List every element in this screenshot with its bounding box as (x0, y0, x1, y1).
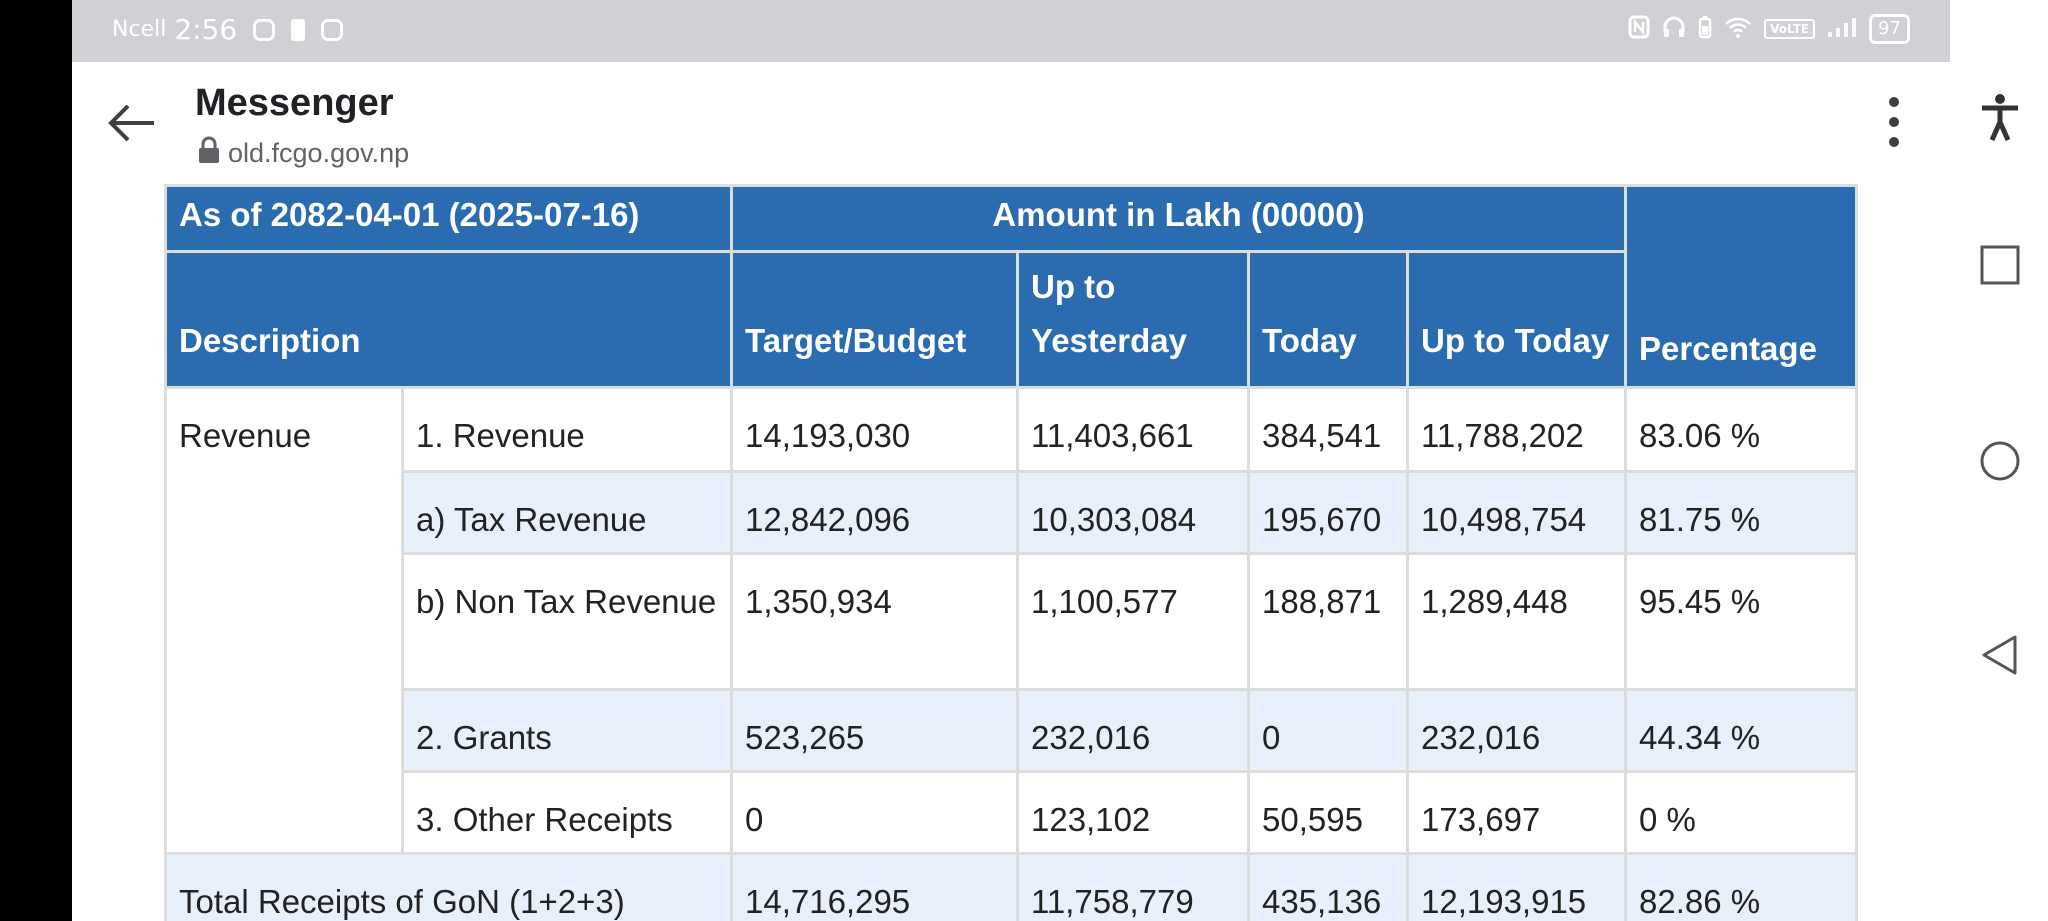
status-right: VoLTE 97 (1628, 14, 1910, 44)
category-cell: Revenue (164, 386, 404, 855)
amount-unit-header: Amount in Lakh (00000) (730, 184, 1627, 253)
url-bar[interactable]: old.fcgo.gov.np (198, 136, 409, 171)
target-budget-header: Target/Budget (730, 250, 1019, 389)
uptotoday-cell: 173,697 (1406, 770, 1627, 855)
back-triangle-icon[interactable] (1979, 634, 2021, 676)
uptotoday-cell: 12,193,915 (1406, 852, 1627, 921)
recents-square-icon[interactable] (1979, 244, 2021, 286)
total-label-cell: Total Receipts of GoN (1+2+3) (164, 852, 733, 921)
more-vert-icon[interactable] (1882, 92, 1906, 152)
percentage-cell: 0 % (1624, 770, 1858, 855)
yesterday-cell: 232,016 (1016, 688, 1250, 773)
yesterday-cell: 10,303,084 (1016, 470, 1250, 555)
status-bar: Ncell 2:56 VoLTE 97 (72, 0, 1950, 62)
arrow-back-icon[interactable] (102, 92, 162, 152)
table-row: b) Non Tax Revenue 1,350,934 1,100,577 1… (166, 552, 1858, 691)
left-edge-bar (0, 0, 72, 921)
instagram-icon (253, 18, 276, 41)
clock: 2:56 (174, 13, 238, 46)
app-bar: Messenger old.fcgo.gov.np (72, 62, 1950, 246)
percentage-header: Percentage (1624, 184, 1858, 389)
phone-screen: Ncell 2:56 VoLTE 97 (72, 0, 1950, 921)
item-cell: b) Non Tax Revenue (401, 552, 733, 691)
uptotoday-cell: 11,788,202 (1406, 386, 1627, 473)
carrier-name: Ncell (112, 17, 167, 42)
home-circle-icon[interactable] (1979, 440, 2021, 482)
target-cell: 12,842,096 (730, 470, 1019, 555)
alert-icon (291, 18, 306, 41)
uptotoday-cell: 10,498,754 (1406, 470, 1627, 555)
signal-icon (1827, 16, 1857, 43)
percentage-cell: 95.45 % (1624, 552, 1858, 691)
yesterday-cell: 1,100,577 (1016, 552, 1250, 691)
headphones-icon (1662, 15, 1686, 44)
web-content[interactable]: As of 2082-04-01 (2025-07-16) Amount in … (72, 184, 1950, 921)
navigation-bar (1950, 0, 2048, 921)
table-row: Revenue 1. Revenue 14,193,030 11,403,661… (164, 386, 1858, 855)
uptotoday-cell: 232,016 (1406, 688, 1627, 773)
today-cell: 0 (1247, 688, 1409, 773)
status-left: Ncell 2:56 (112, 13, 344, 46)
target-cell: 14,193,030 (730, 386, 1019, 473)
yesterday-cell: 11,403,661 (1016, 386, 1250, 473)
table-row: a) Tax Revenue 12,842,096 10,303,084 195… (166, 470, 1858, 555)
item-cell: 1. Revenue (401, 386, 733, 473)
percentage-cell: 81.75 % (1624, 470, 1858, 555)
accessibility-icon[interactable] (1979, 93, 2021, 142)
volte-icon: VoLTE (1764, 19, 1816, 39)
target-cell: 523,265 (730, 688, 1019, 773)
description-header: Description (164, 250, 733, 389)
header-row-2: Description Target/Budget Up to Yesterda… (164, 250, 1857, 389)
table-row: 3. Other Receipts 0 123,102 50,595 173,6… (166, 770, 1858, 855)
instagram-icon (321, 18, 344, 41)
lock-icon (198, 136, 220, 171)
up-to-today-header: Up to Today (1406, 250, 1627, 389)
target-cell: 14,716,295 (730, 852, 1019, 921)
table-row: 2. Grants 523,265 232,016 0 232,016 44.3… (166, 688, 1858, 773)
percentage-cell: 44.34 % (1624, 688, 1858, 773)
item-cell: a) Tax Revenue (401, 470, 733, 555)
nfc-icon (1628, 15, 1650, 44)
app-title: Messenger (195, 82, 394, 124)
uptotoday-cell: 1,289,448 (1406, 552, 1627, 691)
up-to-yesterday-header: Up to Yesterday (1016, 250, 1250, 389)
today-cell: 195,670 (1247, 470, 1409, 555)
today-header: Today (1247, 250, 1409, 389)
today-cell: 384,541 (1247, 386, 1409, 473)
item-cell: 3. Other Receipts (401, 770, 733, 855)
target-cell: 0 (730, 770, 1019, 855)
battery-saver-icon (1698, 15, 1712, 44)
url-text: old.fcgo.gov.np (228, 138, 410, 168)
as-of-date-header: As of 2082-04-01 (2025-07-16) (164, 184, 733, 253)
percentage-cell: 83.06 % (1624, 386, 1858, 473)
yesterday-cell: 123,102 (1016, 770, 1250, 855)
header-row-1: As of 2082-04-01 (2025-07-16) Amount in … (164, 184, 1858, 389)
yesterday-cell: 11,758,779 (1016, 852, 1250, 921)
battery-icon: 97 (1869, 14, 1910, 44)
today-cell: 50,595 (1247, 770, 1409, 855)
percentage-cell: 82.86 % (1624, 852, 1858, 921)
total-row: Total Receipts of GoN (1+2+3) 14,716,295… (164, 852, 1858, 921)
wifi-icon (1724, 15, 1752, 44)
target-cell: 1,350,934 (730, 552, 1019, 691)
today-cell: 435,136 (1247, 852, 1409, 921)
today-cell: 188,871 (1247, 552, 1409, 691)
revenue-table: As of 2082-04-01 (2025-07-16) Amount in … (164, 184, 1858, 921)
item-cell: 2. Grants (401, 688, 733, 773)
